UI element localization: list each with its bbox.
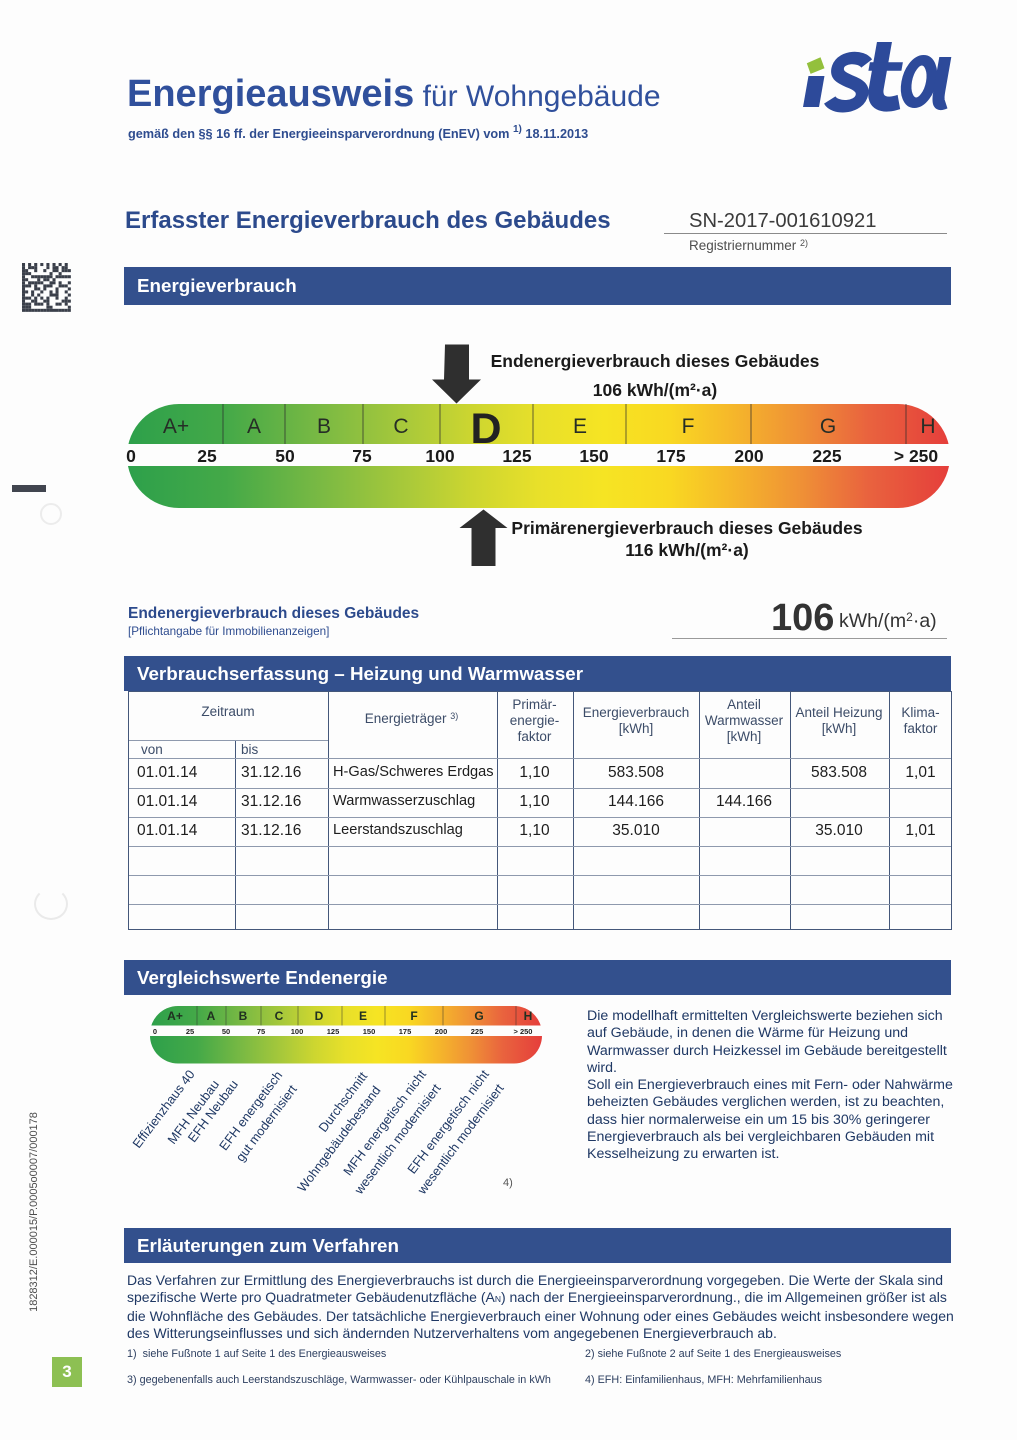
svg-text:G: G [474,1009,483,1023]
svg-text:A+: A+ [163,415,189,438]
svg-text:106 kWh/(m²·a): 106 kWh/(m²·a) [593,380,717,400]
svg-text:H: H [524,1009,533,1023]
svg-text:175: 175 [399,1027,412,1036]
svg-text:116 kWh/(m²·a): 116 kWh/(m²·a) [625,540,749,560]
svg-text:A: A [247,415,261,438]
svg-text:D: D [315,1009,324,1023]
svg-text:H: H [920,415,935,438]
svg-text:0: 0 [153,1027,157,1036]
svg-text:C: C [393,415,408,438]
svg-text:100: 100 [425,446,454,466]
svg-text:0: 0 [126,446,136,466]
svg-text:C: C [275,1009,284,1023]
svg-text:200: 200 [734,446,763,466]
svg-text:E: E [359,1009,367,1023]
svg-text:G: G [820,415,836,438]
svg-text:F: F [410,1009,417,1023]
svg-text:75: 75 [352,446,372,466]
svg-text:175: 175 [656,446,685,466]
svg-text:75: 75 [257,1027,265,1036]
svg-text:D: D [470,405,501,453]
svg-text:225: 225 [471,1027,484,1036]
svg-text:25: 25 [186,1027,194,1036]
svg-text:A+: A+ [167,1009,183,1023]
svg-text:200: 200 [435,1027,448,1036]
svg-text:125: 125 [327,1027,340,1036]
svg-text:Endenergieverbrauch dieses Geb: Endenergieverbrauch dieses Gebäudes [491,351,820,371]
svg-text:F: F [682,415,695,438]
svg-text:125: 125 [502,446,531,466]
svg-text:25: 25 [197,446,217,466]
svg-text:> 250: > 250 [514,1027,533,1036]
svg-text:150: 150 [579,446,608,466]
svg-text:A: A [207,1009,216,1023]
svg-text:B: B [239,1009,248,1023]
svg-text:B: B [317,415,331,438]
svg-text:> 250: > 250 [894,446,939,466]
svg-text:225: 225 [812,446,841,466]
svg-text:50: 50 [275,446,295,466]
svg-text:100: 100 [291,1027,304,1036]
svg-text:Primärenergieverbrauch dieses: Primärenergieverbrauch dieses Gebäudes [511,518,862,538]
svg-text:50: 50 [222,1027,230,1036]
svg-text:150: 150 [363,1027,376,1036]
svg-text:E: E [573,415,587,438]
